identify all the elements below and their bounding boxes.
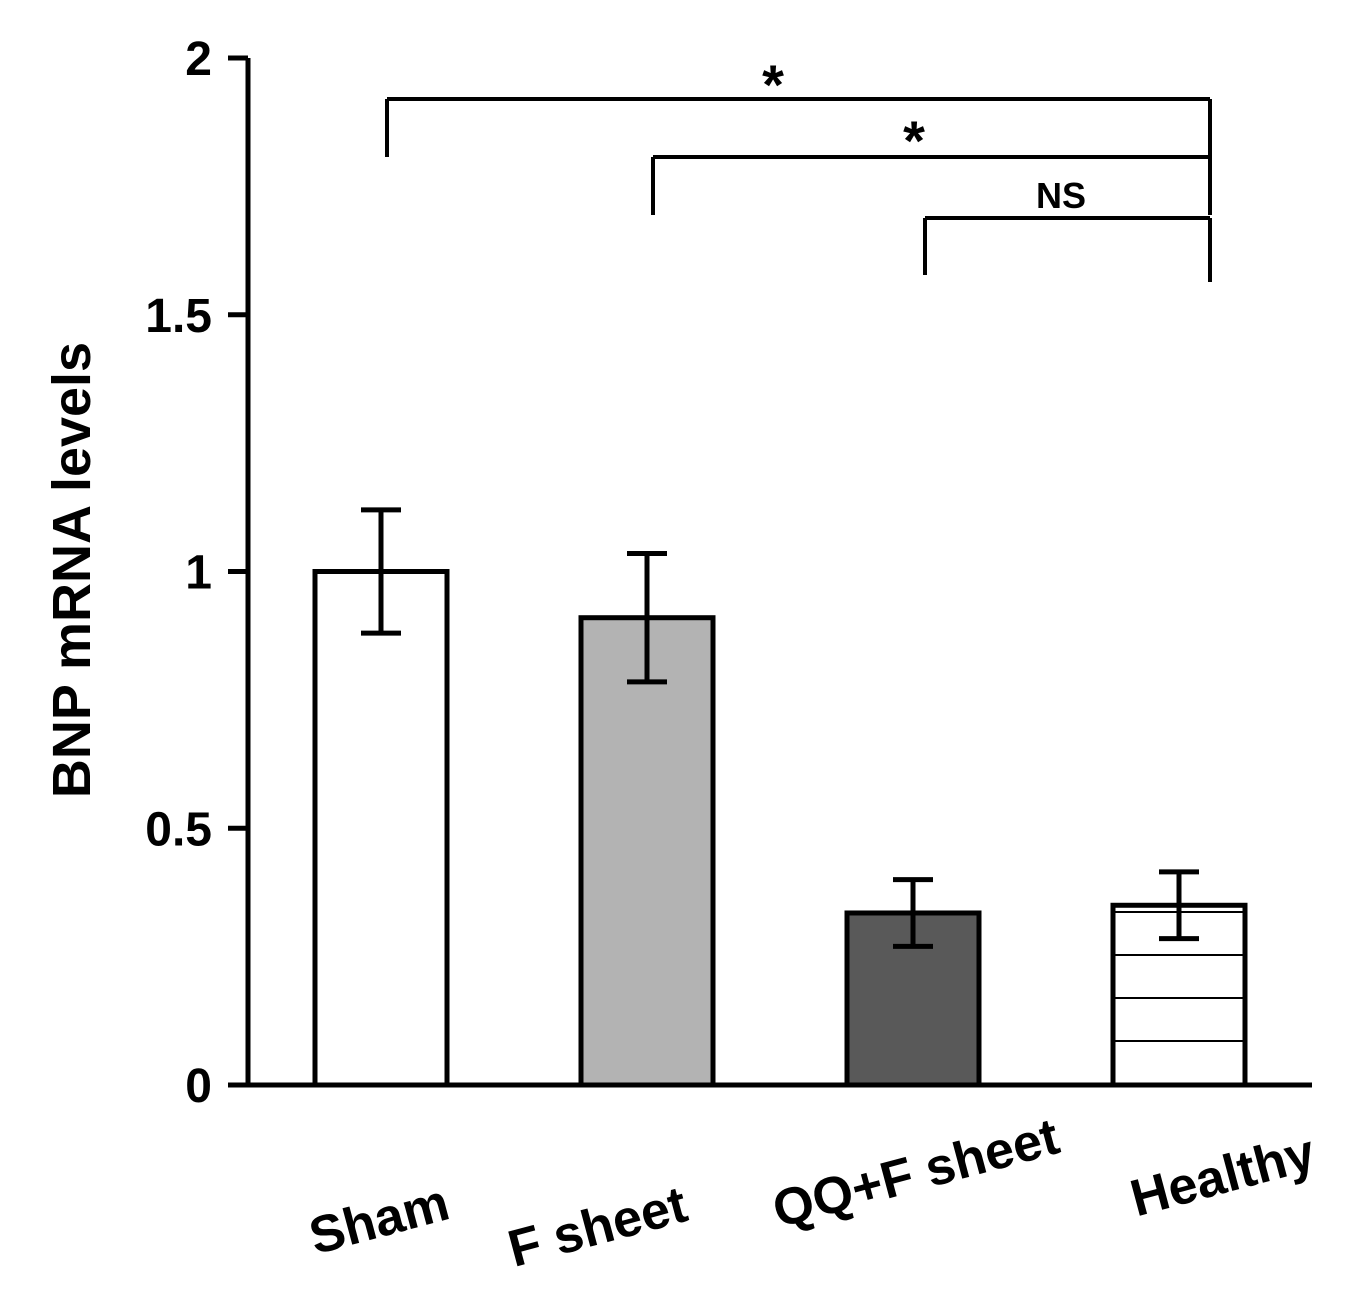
y-tick-label: 2 [185, 33, 212, 86]
x-category-label: QQ+F sheet [767, 1108, 1065, 1240]
bars [312, 569, 1248, 1088]
x-category-label: F sheet [502, 1176, 693, 1279]
y-axis-ticks: 0 0.5 1 1.5 2 [145, 33, 248, 1113]
x-axis-category-labels: Sham F sheet QQ+F sheet Healthy [303, 1108, 1321, 1279]
significance-label: * [903, 109, 925, 172]
significance-bracket: * [651, 109, 1212, 215]
y-tick-label: 0 [185, 1060, 212, 1113]
bar-sham [312, 569, 450, 1088]
significance-label: NS [1036, 175, 1086, 216]
error-bar [893, 877, 933, 949]
error-bars [361, 507, 1199, 949]
x-category-label: Sham [303, 1174, 455, 1267]
y-tick-label: 1.5 [145, 290, 212, 343]
significance-brackets: * * NS [385, 53, 1212, 282]
x-category-label: Healthy [1125, 1124, 1322, 1229]
significance-bracket: * [385, 53, 1212, 157]
error-bar [627, 551, 667, 685]
significance-label: * [762, 53, 784, 116]
y-axis-label: BNP mRNA levels [42, 342, 102, 798]
error-bar [361, 507, 401, 636]
y-tick-label: 1 [185, 547, 212, 600]
bar-f-sheet [578, 615, 716, 1088]
y-tick-label: 0.5 [145, 803, 212, 856]
significance-bracket: NS [923, 175, 1212, 282]
error-bar [1159, 869, 1199, 942]
